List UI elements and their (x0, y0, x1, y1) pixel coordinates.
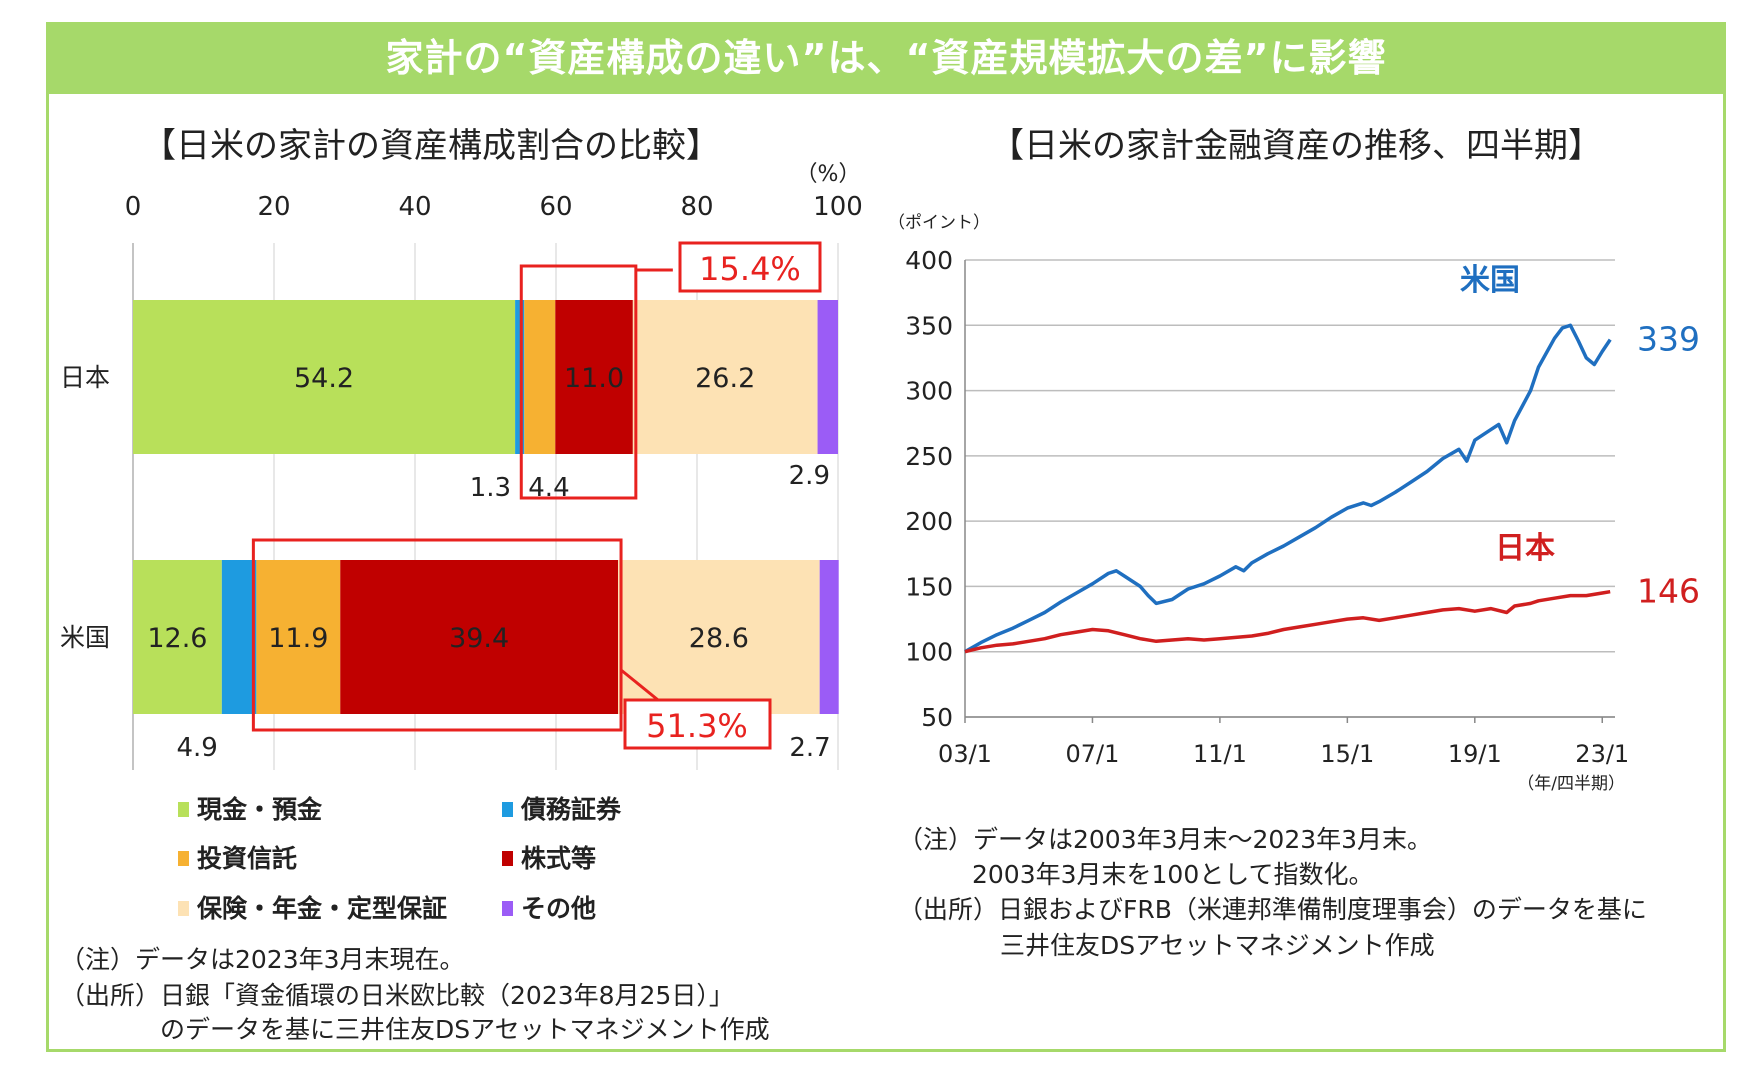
series-line (964, 589, 1611, 654)
category-label: 米国 (60, 623, 110, 652)
bar-segment (524, 300, 556, 454)
line-note-1: （注）データは2003年3月末～2023年3月末。 (898, 825, 1433, 854)
series-line (964, 323, 1612, 654)
us-callout-value: 51.3% (646, 707, 748, 745)
y-tick-label: 150 (905, 572, 953, 601)
x-tick-label: 03/1 (938, 740, 992, 768)
line-note-2: 2003年3月末を100として指数化。 (972, 860, 1374, 889)
series-end-label: 339 (1637, 320, 1700, 359)
y-tick-label: 300 (905, 377, 953, 406)
bar-segment (221, 560, 257, 714)
legend-label: その他 (521, 894, 597, 923)
x-axis-label: （年/四半期） (1517, 774, 1625, 794)
content-frame (46, 22, 1726, 1052)
legend-swatch (502, 901, 513, 916)
data-label: 54.2 (294, 363, 354, 394)
banner-title: 家計の“資産構成の違い”は、“資産規模拡大の差”に影響 (385, 36, 1387, 80)
x-tick-label: 15/1 (1320, 740, 1374, 768)
legend-label: 現金・預金 (197, 795, 323, 824)
data-label: 39.4 (449, 623, 509, 654)
bar-source-2: のデータを基に三井住友DSアセットマネジメント作成 (160, 1015, 770, 1044)
x-tick-label: 100 (813, 192, 863, 222)
japan-callout-label-box (678, 241, 822, 293)
bar-segment (632, 300, 818, 454)
bar-segment (555, 300, 633, 454)
bar-segment (817, 300, 838, 454)
legend-swatch (178, 901, 189, 916)
bar-chart-title: 【日米の家計の資産構成割合の比較】 (142, 126, 720, 166)
legend-item-equities: 株式等 (502, 839, 596, 875)
bar-segment (515, 300, 525, 454)
data-label: 2.9 (789, 461, 830, 491)
y-tick-label: 400 (905, 246, 953, 275)
y-tick-label: 250 (905, 442, 953, 471)
us-callout-label-box (623, 698, 772, 750)
data-label: 11.0 (564, 363, 624, 394)
x-tick-label: 80 (680, 192, 713, 222)
legend-label: 債務証券 (521, 795, 622, 824)
data-label: 12.6 (147, 623, 207, 654)
x-tick-label: 0 (125, 192, 142, 222)
line-source-2: 三井住友DSアセットマネジメント作成 (1000, 931, 1435, 960)
x-tick-label: 60 (539, 192, 572, 222)
us-callout-box (251, 538, 623, 732)
legend-item-funds: 投資信託 (178, 839, 297, 875)
x-tick-label: 40 (398, 192, 431, 222)
japan-callout-value: 15.4% (699, 250, 801, 288)
line-source-1: （出所）日銀およびFRB（米連邦準備制度理事会）のデータを基に (898, 895, 1647, 924)
data-label: 26.2 (695, 363, 755, 394)
x-tick-label: 20 (257, 192, 290, 222)
data-label: 4.9 (176, 733, 217, 763)
y-tick-label: 200 (905, 507, 953, 536)
y-tick-label: 50 (921, 703, 953, 732)
bar-note-1: （注）データは2023年3月末現在。 (60, 945, 465, 974)
legend-label: 投資信託 (197, 844, 298, 873)
y-tick-label: 350 (905, 311, 953, 340)
japan-callout-box (519, 264, 638, 500)
legend-item-insurance: 保険・年金・定型保証 (178, 889, 447, 925)
line-chart: （ポイント） 50 100 150 200 250 300 350 400 03/1 07/1 11/… (888, 213, 1700, 794)
unit-label: （%） (796, 162, 861, 187)
category-label: 日本 (60, 363, 110, 392)
bar-segment (819, 560, 839, 714)
y-tick-label: 100 (905, 638, 953, 667)
x-tick-label: 23/1 (1575, 740, 1629, 768)
legend-label: 株式等 (521, 844, 597, 873)
bar-segment (133, 560, 222, 714)
data-label: 28.6 (689, 623, 749, 654)
callout-pointer (620, 668, 659, 702)
bar-segment (340, 560, 619, 714)
legend-label: 保険・年金・定型保証 (197, 894, 448, 923)
legend-swatch (502, 802, 513, 817)
x-tick-label: 19/1 (1448, 740, 1502, 768)
legend-swatch (178, 802, 189, 817)
bar-segment (618, 560, 820, 714)
bar-segment (133, 300, 516, 454)
data-label: 2.7 (789, 733, 830, 763)
legend-item-other: その他 (502, 889, 596, 925)
x-tick-label: 11/1 (1193, 740, 1247, 768)
data-label: 1.3 (470, 473, 511, 503)
series-end-label: 146 (1637, 572, 1700, 611)
x-tick-label: 07/1 (1065, 740, 1119, 768)
legend-item-bonds: 債務証券 (502, 790, 621, 826)
legend-swatch (502, 851, 513, 866)
legend-item-cash: 現金・預金 (178, 790, 322, 826)
data-label: 11.9 (268, 623, 328, 654)
bar-segment (256, 560, 341, 714)
series-name-japan: 日本 (1495, 531, 1555, 566)
y-axis-label: （ポイント） (888, 213, 990, 233)
bar-source-1: （出所）日銀「資金循環の日米欧比較（2023年8月25日）」 (60, 981, 734, 1010)
series-name-us: 米国 (1460, 263, 1520, 298)
line-chart-title: 【日米の家計金融資産の推移、四半期】 (990, 126, 1602, 166)
title-banner: 家計の“資産構成の違い”は、“資産規模拡大の差”に影響 (46, 22, 1726, 94)
legend-swatch (178, 851, 189, 866)
